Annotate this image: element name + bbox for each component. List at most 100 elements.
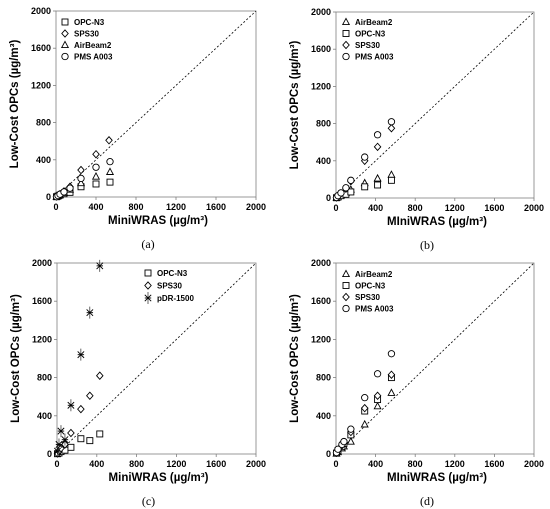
data-point [361, 153, 369, 161]
plot-area [335, 11, 535, 199]
plot-area [56, 262, 257, 455]
chart-panel: 0 400 800 1200 1600 2000 0 400 800 1200 1600 2000 Mi… [9, 6, 266, 251]
data-point [334, 445, 342, 453]
data-point [373, 173, 382, 182]
data-point [340, 437, 348, 446]
y-tick-label: 400 [316, 411, 331, 421]
data-point [337, 189, 345, 197]
y-axis-title: Low-Cost OPCs (µg/m³) [289, 41, 301, 170]
y-axis-title: Low-Cost OPCs (µg/m³) [289, 294, 301, 423]
x-tick-label: 800 [408, 203, 423, 213]
y-tick-label: 800 [316, 373, 331, 383]
data-point [347, 425, 355, 433]
data-point [361, 183, 369, 191]
panel-caption: (b) [420, 238, 434, 252]
y-tick-label: 0 [47, 449, 52, 459]
y-tick-label: 1600 [31, 43, 51, 53]
data-point [387, 370, 396, 380]
y-tick-label: 1600 [311, 296, 331, 306]
data-point [373, 401, 382, 410]
legend-label: PMS A003 [355, 305, 394, 314]
data-point [77, 165, 85, 175]
x-tick-label: 0 [333, 203, 338, 213]
x-tick-label: 1200 [166, 459, 186, 469]
legend-label: SPS30 [355, 293, 380, 302]
x-tick-label: 0 [53, 202, 58, 212]
data-point [60, 188, 68, 196]
data-point [387, 350, 396, 358]
legend-marker [60, 40, 70, 49]
x-tick-label: 2000 [246, 202, 266, 212]
x-tick-label: 400 [368, 203, 383, 213]
x-tick-label: 400 [89, 459, 104, 469]
data-point [361, 394, 369, 402]
data-point [76, 178, 86, 187]
data-point [92, 163, 100, 171]
data-point [373, 142, 382, 152]
data-point [86, 391, 94, 401]
data-point [86, 306, 94, 319]
data-point [77, 435, 85, 443]
data-point [387, 123, 396, 133]
chart-panel: 0 400 800 1200 1600 2000 0 400 800 1200 1600 2000 MI… [289, 7, 544, 252]
x-tick-label: 400 [88, 202, 103, 212]
legend-marker [144, 292, 152, 304]
y-axis-title: Low-Cost OPCs (µg/m³) [10, 294, 22, 423]
panel-caption: (d) [420, 494, 434, 508]
data-point [387, 388, 396, 396]
one-to-one-line [56, 262, 257, 455]
legend-label: AirBeam2 [74, 41, 112, 50]
y-tick-label: 0 [46, 192, 51, 202]
y-tick-label: 800 [36, 118, 51, 128]
plot-area [335, 262, 535, 455]
data-point [66, 184, 74, 192]
data-point [95, 371, 104, 380]
y-tick-label: 2000 [32, 258, 52, 268]
data-point [360, 403, 369, 413]
data-point [387, 170, 396, 178]
chart-panel: 0 400 800 1200 1600 2000 0 400 800 1200 1600 2000 Mi… [10, 258, 266, 508]
x-tick-label: 400 [368, 459, 383, 469]
data-point [347, 176, 355, 184]
data-point [373, 370, 382, 378]
data-point [96, 259, 104, 272]
data-point [61, 433, 69, 446]
x-tick-label: 0 [333, 459, 338, 469]
y-tick-label: 2000 [311, 258, 331, 268]
data-point [373, 391, 382, 401]
data-point [374, 181, 382, 189]
data-series [332, 350, 396, 457]
x-tick-label: 2000 [246, 459, 266, 469]
data-point [67, 443, 75, 451]
data-point [67, 428, 75, 438]
legend-marker [342, 304, 350, 313]
data-point [387, 118, 396, 126]
legend-marker [144, 281, 152, 290]
legend-marker [341, 269, 351, 278]
data-point [92, 180, 100, 188]
x-tick-label: 1600 [206, 459, 226, 469]
data-point [57, 425, 65, 438]
y-tick-label: 1200 [32, 334, 52, 344]
x-tick-label: 1200 [445, 459, 465, 469]
data-point [387, 176, 395, 184]
legend-label: pDR-1500 [157, 294, 194, 303]
legend-label: PMS A003 [74, 53, 113, 62]
x-axis-title: MIniWRAS (µg/m³) [387, 216, 487, 228]
y-tick-label: 800 [316, 119, 331, 129]
data-point [55, 438, 63, 451]
data-point [91, 171, 101, 180]
x-tick-label: 0 [54, 459, 59, 469]
data-point [77, 348, 85, 361]
y-tick-label: 400 [37, 411, 52, 421]
legend-marker [61, 52, 69, 61]
data-point [106, 178, 114, 186]
data-point [53, 445, 62, 458]
plot-area [55, 10, 257, 198]
legend-label: SPS30 [355, 41, 380, 50]
legend-marker [342, 30, 350, 37]
legend-label: AirBeam2 [355, 270, 393, 279]
legend-label: PMS A003 [355, 53, 394, 62]
one-to-one-line [335, 262, 535, 455]
